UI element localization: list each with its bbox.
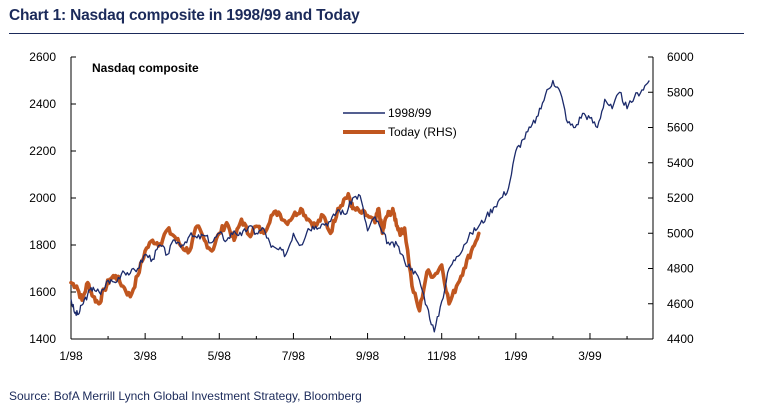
y-left-tick-label: 1400 (29, 332, 56, 346)
y-left-tick-label: 1600 (29, 285, 56, 299)
chart-title: Chart 1: Nasdaq composite in 1998/99 and… (9, 7, 360, 24)
series-1998-line (70, 79, 650, 333)
y-right-tick-label: 4400 (667, 332, 694, 346)
y-right-tick-label: 5600 (667, 121, 694, 135)
axes (70, 56, 654, 340)
plot-title: Nasdaq composite (92, 61, 199, 75)
y-left-tick-label: 2000 (29, 191, 56, 205)
x-tick-label: 3/98 (133, 349, 157, 363)
y-right-tick-label: 5800 (667, 85, 694, 99)
source-note: Source: BofA Merrill Lynch Global Invest… (9, 389, 362, 403)
y-left-tick-label: 1800 (29, 238, 56, 252)
legend: 1998/99 Today (RHS) (343, 106, 457, 139)
y-right-tick-label: 5000 (667, 226, 694, 240)
title-divider (9, 33, 744, 34)
y-left-tick-label: 2200 (29, 144, 56, 158)
legend-label-today: Today (RHS) (388, 125, 457, 139)
y-right-tick-label: 5400 (667, 156, 694, 170)
y-right-tick-label: 6000 (667, 50, 694, 64)
y-right-tick-label: 4800 (667, 262, 694, 276)
x-tick-label: 7/98 (282, 349, 306, 363)
tick-labels: 1400 1600 1800 2000 2200 2400 2600 4400 4600 4800… (29, 50, 694, 363)
x-tick-label: 5/98 (208, 349, 232, 363)
x-tick-label: 11/98 (427, 349, 456, 363)
y-right-tick-label: 4600 (667, 297, 694, 311)
series-today-line (69, 191, 481, 313)
series-layer (69, 79, 650, 333)
y-left-tick-label: 2400 (29, 97, 56, 111)
x-tick-label: 9/98 (356, 349, 380, 363)
legend-label-1998: 1998/99 (388, 106, 432, 120)
y-right-tick-label: 5200 (667, 191, 694, 205)
x-tick-label: 3/99 (578, 349, 602, 363)
x-tick-label: 1/99 (504, 349, 528, 363)
y-left-tick-label: 2600 (29, 50, 56, 64)
x-tick-label: 1/98 (59, 349, 83, 363)
